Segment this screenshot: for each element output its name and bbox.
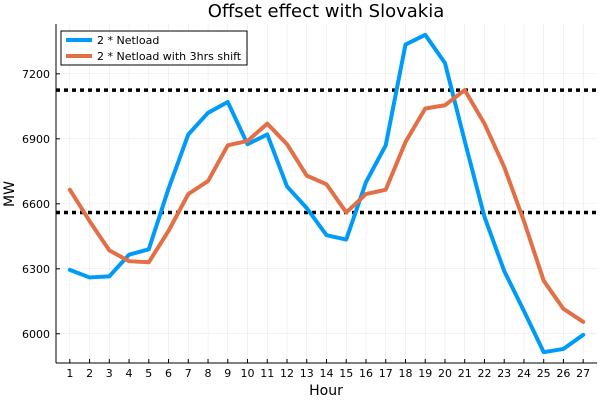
x-tick-label: 18: [398, 367, 412, 380]
x-tick-label: 23: [497, 367, 511, 380]
reference-lines: [56, 88, 597, 215]
x-tick-label: 19: [418, 367, 432, 380]
series-line-2: [67, 88, 586, 324]
x-tick-label: 7: [185, 367, 192, 380]
y-axis-ticks: 6000 6300 6600 6900 7200: [22, 68, 60, 341]
y-tick-label: 6900: [22, 133, 50, 146]
x-axis-ticks: 1 2 3 4 5 6 7 8 9 10 11 12 13 14 15 16 17 18 19 20 21 22 23 24 2…: [66, 359, 590, 380]
x-tick-label: 10: [241, 367, 255, 380]
series-line-1: [67, 32, 586, 355]
x-tick-label: 17: [379, 367, 393, 380]
x-tick-label: 8: [205, 367, 212, 380]
x-tick-label: 9: [224, 367, 231, 380]
x-tick-label: 20: [438, 367, 452, 380]
x-tick-label: 15: [339, 367, 353, 380]
x-tick-label: 2: [86, 367, 93, 380]
x-tick-label: 13: [300, 367, 314, 380]
x-tick-label: 27: [576, 367, 590, 380]
x-tick-label: 4: [126, 367, 133, 380]
x-tick-label: 3: [106, 367, 113, 380]
y-tick-label: 6600: [22, 198, 50, 211]
legend-box: [60, 30, 248, 66]
chart-title: Offset effect with Slovakia: [208, 1, 445, 22]
y-tick-label: 6000: [22, 328, 50, 341]
x-tick-label: 5: [145, 367, 152, 380]
y-axis-label: MW: [2, 181, 18, 207]
x-axis-label: Hour: [309, 383, 343, 399]
y-tick-label: 6300: [22, 263, 50, 276]
grid: [56, 24, 597, 363]
x-tick-label: 12: [280, 367, 294, 380]
x-tick-label: 6: [165, 367, 172, 380]
x-tick-label: 14: [320, 367, 334, 380]
x-tick-label: 21: [458, 367, 472, 380]
series-lines: [67, 32, 586, 355]
x-tick-label: 26: [556, 367, 570, 380]
legend-label-series-1: 2 * Netload: [97, 34, 159, 47]
x-tick-label: 11: [260, 367, 274, 380]
x-tick-label: 25: [537, 367, 551, 380]
x-tick-label: 22: [477, 367, 491, 380]
legend-label-series-2: 2 * Netload with 3hrs shift: [97, 50, 242, 63]
x-tick-label: 1: [66, 367, 73, 380]
legend: 2 * Netload 2 * Netload with 3hrs shift: [60, 30, 248, 66]
x-tick-label: 24: [517, 367, 531, 380]
y-tick-label: 7200: [22, 68, 50, 81]
x-tick-label: 16: [359, 367, 373, 380]
